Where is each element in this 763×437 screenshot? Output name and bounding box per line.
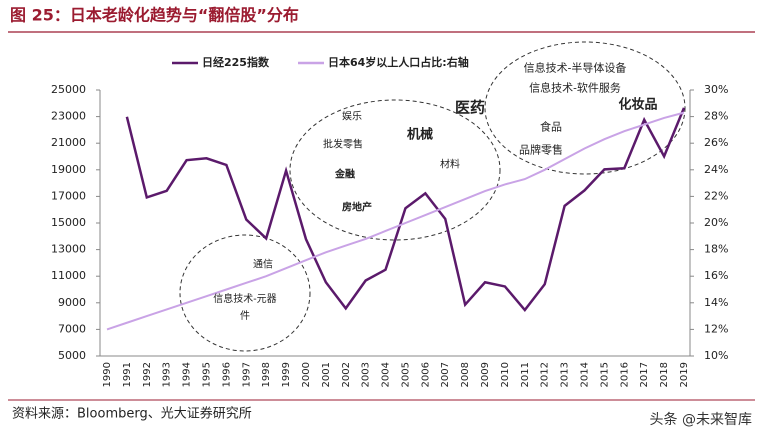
legend-label: 日经225指数: [202, 55, 270, 69]
y2-tick-label: 16%: [704, 269, 728, 282]
y2-tick-label: 26%: [704, 136, 728, 149]
x-tick-label: 1997: [241, 362, 252, 387]
sector-label: 金融: [335, 169, 355, 181]
sector-label: 食品: [540, 120, 562, 134]
ellipse: [179, 234, 311, 352]
x-tick-label: 2011: [520, 362, 531, 387]
y-tick-label: 7000: [58, 322, 86, 335]
x-tick-label: 2016: [619, 362, 630, 387]
x-tick-label: 1991: [122, 362, 133, 387]
y-tick-label: 21000: [51, 136, 86, 149]
x-tick-label: 2015: [599, 362, 610, 387]
y2-tick-label: 22%: [704, 189, 728, 202]
x-tick-label: 2005: [400, 362, 411, 387]
y-tick-label: 5000: [58, 349, 86, 362]
sector-label: 批发零售: [323, 139, 363, 151]
y2-tick-label: 10%: [704, 349, 728, 362]
sector-label: 信息技术-元器件: [213, 294, 277, 322]
x-tick-label: 1992: [142, 362, 153, 387]
x-tick-label: 2001: [321, 362, 332, 387]
y2-tick-label: 12%: [704, 322, 728, 335]
y-tick-label: 19000: [51, 163, 86, 176]
sector-label: 信息技术-软件服务: [529, 81, 621, 95]
x-tick-label: 1995: [201, 362, 212, 387]
sector-label: 品牌零售: [519, 143, 563, 157]
y-tick-label: 11000: [51, 269, 86, 282]
source: 资料来源：Bloomberg、光大证券研究所: [12, 406, 252, 422]
x-tick-label: 2013: [560, 362, 571, 387]
x-tick-label: 2003: [361, 362, 372, 387]
y2-tick-label: 28%: [704, 110, 728, 123]
chart-title: 图 25：日本老龄化趋势与“翻倍股”分布: [10, 6, 299, 25]
sector-label: 机械: [406, 127, 434, 143]
sector-label: 娱乐: [342, 111, 362, 123]
y-tick-label: 25000: [51, 83, 86, 96]
series-line: [125, 107, 686, 313]
series-line: [106, 111, 685, 331]
y-tick-label: 17000: [51, 189, 86, 202]
sector-label: 通信: [253, 259, 273, 271]
x-tick-label: 2008: [460, 362, 471, 387]
sector-label: 房地产: [342, 202, 372, 214]
ellipse: [484, 41, 686, 175]
x-tick-label: 2002: [341, 362, 352, 387]
y2-tick-label: 20%: [704, 216, 728, 229]
y2-tick-label: 18%: [704, 243, 728, 256]
x-tick-label: 2000: [301, 362, 312, 387]
x-tick-label: 2019: [679, 362, 690, 387]
sector-ellipses: [179, 41, 686, 352]
x-tick-label: 1999: [281, 362, 292, 387]
x-tick-label: 2017: [639, 362, 650, 387]
y-tick-label: 9000: [58, 296, 86, 309]
x-tick-label: 2018: [659, 362, 670, 387]
sector-label: 信息技术-半导体设备: [523, 61, 627, 75]
x-tick-label: 1998: [261, 362, 272, 387]
x-tick-label: 1994: [182, 362, 193, 387]
sector-label: 材料: [440, 159, 460, 171]
legend-label: 日本64岁以上人口占比:右轴: [328, 55, 469, 69]
sector-label: 化妆品: [618, 97, 658, 113]
x-tick-label: 2014: [580, 362, 591, 387]
y2-tick-label: 24%: [704, 163, 728, 176]
x-tick-label: 2012: [540, 362, 551, 387]
x-tick-label: 1996: [221, 362, 232, 387]
y-tick-label: 13000: [51, 243, 86, 256]
x-tick-label: 2004: [381, 362, 392, 387]
x-tick-label: 1993: [162, 362, 173, 387]
y-tick-label: 23000: [51, 110, 86, 123]
watermark: 头条 @未来智库: [650, 411, 752, 428]
x-tick-label: 2010: [500, 362, 511, 387]
sector-label: 医药: [454, 98, 486, 117]
ellipse: [289, 99, 501, 241]
y2-tick-label: 14%: [704, 296, 728, 309]
y-tick-label: 15000: [51, 216, 86, 229]
x-tick-label: 2007: [440, 362, 451, 387]
x-tick-label: 2009: [480, 362, 491, 387]
y2-tick-label: 30%: [704, 83, 728, 96]
x-tick-label: 1990: [102, 362, 113, 387]
x-tick-label: 2006: [420, 362, 431, 387]
